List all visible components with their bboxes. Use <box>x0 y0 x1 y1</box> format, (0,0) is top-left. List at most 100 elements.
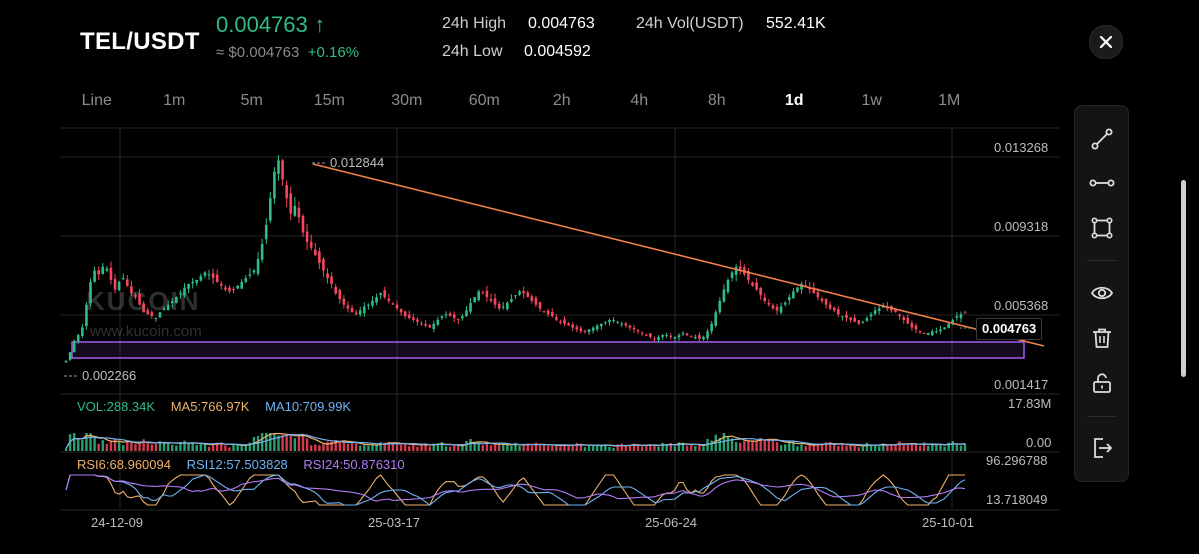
candle-body <box>657 337 660 341</box>
candle-body <box>959 314 963 319</box>
candle-body <box>506 302 509 310</box>
tab-11[interactable]: 1M <box>938 92 961 109</box>
volume-bar <box>220 442 223 451</box>
volume-bar <box>334 440 337 451</box>
candle-body <box>375 297 378 303</box>
volume-bar <box>354 443 358 451</box>
candle-body <box>195 280 199 283</box>
candle-body <box>224 287 227 290</box>
exit-drawing-tool[interactable] <box>1075 428 1128 468</box>
volume-bar <box>604 444 607 451</box>
candle-body <box>146 310 150 315</box>
tab-10[interactable]: 1w <box>861 92 882 109</box>
volume-bar <box>162 442 166 451</box>
volume-bar <box>841 443 844 451</box>
volume-bar <box>424 443 427 451</box>
tab-4[interactable]: 30m <box>391 92 423 109</box>
volume-bar <box>800 444 803 451</box>
candle-body <box>832 307 836 311</box>
candle-body <box>873 310 877 314</box>
volume-bar <box>187 443 190 451</box>
volume-bar <box>461 444 464 451</box>
candle-body <box>734 266 738 275</box>
volume-bar <box>166 442 170 451</box>
watermark-brand: KUCOIN <box>86 286 201 316</box>
candle-body <box>150 312 154 317</box>
tab-1[interactable]: 1m <box>163 92 186 109</box>
vol-24h-value: 552.41K <box>766 15 826 32</box>
volume-bar <box>215 442 219 451</box>
volume-bar <box>518 445 521 451</box>
candle-body <box>612 319 615 321</box>
candle-body <box>767 302 771 305</box>
horizontal-line-tool[interactable] <box>1075 163 1128 203</box>
volume-bar <box>600 445 603 451</box>
page-scrollbar[interactable] <box>1181 180 1186 377</box>
tab-6[interactable]: 2h <box>552 92 571 109</box>
lock-drawings-tool[interactable] <box>1075 363 1128 403</box>
volume-bar <box>804 446 807 451</box>
candle-body <box>501 306 505 308</box>
rectangle-icon <box>1090 217 1112 239</box>
volume-bar <box>681 442 685 451</box>
candle-body <box>269 198 272 221</box>
candle-body <box>694 337 697 339</box>
volume-bar <box>792 441 795 451</box>
candle-body <box>489 299 493 301</box>
tab-8[interactable]: 8h <box>707 92 726 109</box>
price-chart[interactable]: KUCOIN www.kucoin.com 0.012844 0.002266 <box>0 0 1070 554</box>
volume-bar <box>653 445 656 451</box>
candle-body <box>203 272 207 276</box>
rectangle-tool[interactable] <box>1075 208 1128 248</box>
volume-bar <box>612 447 615 451</box>
kucoin-watermark: KUCOIN www.kucoin.com <box>86 286 202 340</box>
candle-body <box>853 317 856 322</box>
volume-bar <box>816 444 820 451</box>
candle-body <box>796 287 799 292</box>
candle-body <box>175 297 178 304</box>
volume-bar <box>734 442 738 451</box>
price-tick-1: 0.013268 <box>994 140 1049 155</box>
descending-trendline[interactable] <box>312 163 1045 347</box>
volume-bar <box>718 437 722 451</box>
volume-bar <box>142 439 145 451</box>
volume-bar <box>346 443 350 451</box>
candle-body <box>677 335 681 338</box>
tab-3[interactable]: 15m <box>313 92 345 109</box>
candle-body <box>726 280 730 292</box>
trash-icon <box>1092 328 1111 348</box>
candle-body <box>894 309 897 313</box>
volume-bar <box>244 445 247 451</box>
tab-5[interactable]: 60m <box>468 92 500 109</box>
volume-bar <box>730 438 734 451</box>
support-zone-box[interactable] <box>71 341 1025 359</box>
volume-bar <box>138 443 141 451</box>
delete-drawings-tool[interactable] <box>1075 318 1128 358</box>
candle-body <box>493 298 497 305</box>
tab-7[interactable]: 4h <box>630 92 649 109</box>
tab-2[interactable]: 5m <box>240 92 263 109</box>
tab-0[interactable]: Line <box>81 92 112 109</box>
volume-bar <box>739 442 742 451</box>
volume-bar <box>914 444 918 451</box>
volume-bar <box>203 443 207 451</box>
candle-body <box>616 321 619 323</box>
volume-bar <box>338 440 341 451</box>
candle-body <box>689 336 693 338</box>
volume-bar <box>587 445 591 451</box>
volume-bar <box>939 444 942 451</box>
close-button[interactable] <box>1089 25 1123 59</box>
tab-9[interactable]: 1d <box>784 92 804 109</box>
candle-body <box>918 331 922 333</box>
candle-body <box>787 297 791 301</box>
candle-body <box>105 268 109 271</box>
volume-bar <box>453 445 456 451</box>
trendline-tool[interactable] <box>1075 119 1128 159</box>
visibility-tool[interactable] <box>1075 273 1128 313</box>
candle-body <box>371 300 374 306</box>
candle-body <box>154 318 158 319</box>
candle-body <box>64 360 68 363</box>
candle-body <box>534 298 538 305</box>
candle-body <box>297 207 301 218</box>
candle-body <box>779 306 783 313</box>
